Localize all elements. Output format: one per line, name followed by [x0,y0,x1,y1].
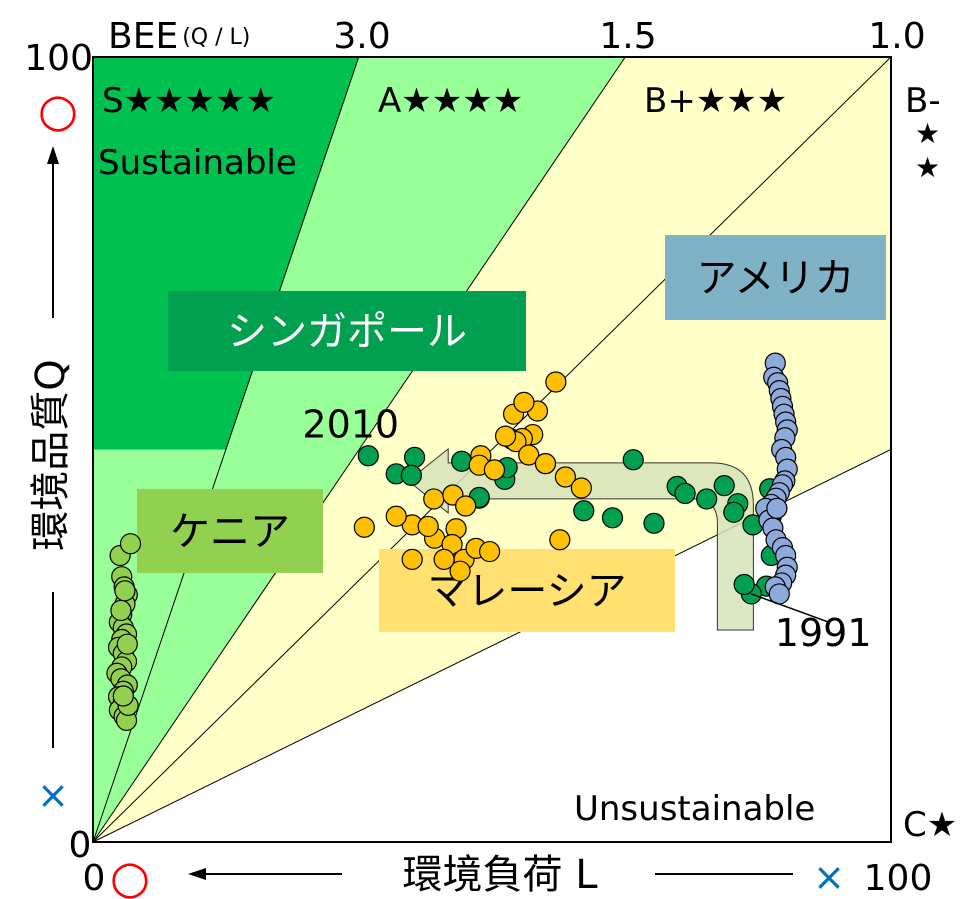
x-axis-label: 環境負荷 L [403,852,599,898]
y-max-symbol: ○ [38,83,78,137]
bee-tick-label: 1.0 [868,16,925,57]
zone-label-s: S★★★★★ [102,81,276,121]
data-point [766,497,788,519]
annotation-label: 2010 [302,403,399,447]
data-point [554,466,577,488]
data-point [573,500,595,522]
y-max-label: 100 [24,38,93,79]
bee-line-3 [92,56,360,843]
data-point [400,464,423,487]
data-point [713,475,735,497]
data-point [112,685,134,707]
zone-label-b-plus: B+★★★ [644,81,787,121]
bee-line-1-5 [92,56,626,843]
data-point [518,444,540,466]
bee-axis-label: BEE [108,16,178,57]
y-min-symbol: × [37,773,69,817]
x-max-symbol: × [813,855,845,899]
data-point [114,580,136,602]
data-point [119,533,142,555]
plot-frame [92,56,892,843]
axis-decor [47,146,793,880]
data-point [696,488,718,510]
zone-label-b-minus: B- [905,81,941,121]
trend-arrow-shape [407,447,754,631]
trend-arrow [407,447,754,631]
series-label: アメリカ [697,256,855,302]
bee-line-1 [92,56,892,843]
data-point [545,371,567,393]
data-point [622,449,644,471]
zone-s-area [93,57,359,450]
y-axis-label: 環境品質Q [28,359,74,550]
data-point [643,512,665,534]
text-layer: BEE (Q / L) 3.0 1.5 1.0 S★★★★★ Sustainab… [24,16,957,899]
data-point [479,540,501,563]
series-label: シンガポール [227,309,467,355]
data-point [494,425,517,447]
data-point [723,501,745,523]
data-point [449,560,471,582]
zone-note-sustainable: Sustainable [98,143,297,183]
data-point [483,459,505,481]
data-point [674,482,696,505]
points-layer [106,352,798,731]
data-point [403,446,426,468]
data-point [110,599,132,622]
series-label: ケニア [170,509,290,555]
series-label-box [379,549,675,632]
data-point [401,548,423,571]
data-point [423,488,445,510]
bee-tick-label: 1.5 [599,16,656,57]
data-point [357,445,379,467]
bee-axis-label-suffix: (Q / L) [182,25,250,50]
zone-b-minus-star: ★ [915,151,940,184]
data-point [455,495,477,517]
x-min-symbol: ○ [110,850,150,899]
annotation-leader-line [751,593,830,623]
data-point [733,573,755,596]
data-point [451,450,473,472]
data-point [549,529,571,551]
data-point [601,507,624,529]
bee-tick-label: 3.0 [333,16,390,57]
annotation-label: 1991 [775,611,872,655]
x-arrow-head-icon [188,868,206,880]
zone-label-a: A★★★★ [378,81,523,121]
zone-label-c: C★ [903,805,957,845]
x-min-label: 0 [83,858,106,899]
zone-b-minus-star: ★ [915,117,940,150]
y-arrow-head-icon [47,146,59,164]
x-max-label: 100 [864,858,933,899]
data-point [513,391,535,413]
zone-note-unsustainable: Unsustainable [574,789,815,829]
data-point [417,515,439,538]
data-point [433,548,455,571]
y-min-label: 0 [69,825,92,866]
series-label-box [168,291,526,371]
series-label-box [137,489,323,573]
data-point [570,477,592,499]
data-point [116,633,138,655]
data-point [385,505,407,527]
data-point [353,516,375,538]
data-point [534,453,557,475]
series-label-box [665,235,886,320]
